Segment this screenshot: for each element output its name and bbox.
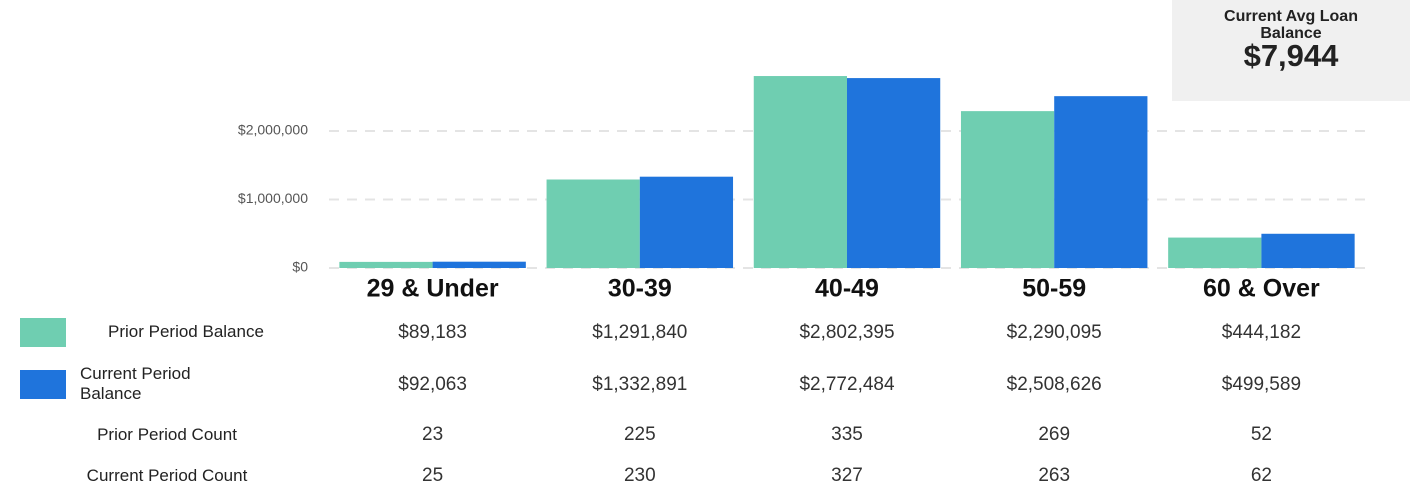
kpi-value: $7,944 [1243,38,1339,73]
bar [432,261,526,268]
table-cell: 335 [831,424,863,445]
table-cell: $2,508,626 [1006,374,1102,395]
x-tick-label: 60 & Over [1203,275,1320,303]
table-cell: $2,772,484 [799,374,895,395]
table-cell: $2,290,095 [1006,322,1102,343]
legend-swatch [20,318,66,347]
y-tick-label: $2,000,000 [238,122,308,138]
table-cell: 52 [1250,424,1272,445]
legend-label: Current Period Balance [80,364,191,403]
y-tick-label: $1,000,000 [238,190,308,206]
row-label: Prior Period Count [97,425,237,444]
bar [847,78,941,269]
x-tick-label: 29 & Under [367,275,499,303]
table-cell: 327 [831,465,863,486]
table-cell: $92,063 [398,374,467,395]
table-cell: $2,802,395 [799,322,895,343]
table-cell: $89,183 [398,322,467,343]
table-cell: $1,332,891 [592,374,688,395]
y-tick-label: $0 [292,259,308,275]
table-cell: 230 [623,465,656,486]
table-cell: $499,589 [1221,374,1302,395]
bar [960,111,1055,268]
table-cell: $444,182 [1221,322,1302,343]
legend-label: Prior Period Balance [108,322,264,341]
bar [1054,96,1148,268]
bar [339,261,433,268]
table-cell: 23 [422,424,444,445]
kpi-card: Current Avg Loan Balance $7,944 [1172,0,1410,101]
table-cell: $1,291,840 [592,322,688,343]
table-cell: 62 [1250,465,1272,486]
kpi-title: Current Avg Loan Balance [1224,8,1358,42]
x-tick-label: 40-49 [815,275,879,303]
bar [1168,237,1262,268]
table-cell: 269 [1038,424,1071,445]
legend-swatch [20,370,66,399]
bar [753,76,847,268]
table-cell: 263 [1038,465,1071,486]
bar [546,179,640,268]
bar [1261,233,1355,268]
bar [639,176,734,268]
row-label: Current Period Count [86,466,248,485]
x-tick-label: 30-39 [608,275,672,303]
x-tick-label: 50-59 [1022,275,1086,303]
table-cell: 25 [422,465,444,486]
table-cell: 225 [623,424,656,445]
